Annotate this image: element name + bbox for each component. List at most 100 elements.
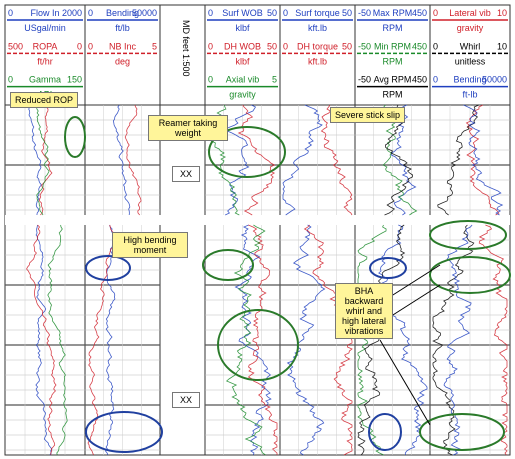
trace bbox=[303, 224, 353, 456]
scale-max: 50000 bbox=[132, 8, 157, 18]
scale-min: 0 bbox=[88, 8, 93, 18]
trace bbox=[382, 104, 418, 216]
scale-min: 0 bbox=[433, 8, 438, 18]
curve-name: ROPA bbox=[33, 41, 58, 51]
scale-min: 500 bbox=[8, 41, 23, 51]
highlight bbox=[85, 255, 131, 281]
trace bbox=[465, 104, 500, 216]
curve-name: Gamma bbox=[29, 75, 61, 85]
annotation: Reduced ROP bbox=[10, 92, 79, 108]
scale-max: 50 bbox=[267, 8, 277, 18]
curve-unit: gravity bbox=[457, 23, 484, 33]
scale-max: 5 bbox=[152, 41, 157, 51]
highlight bbox=[429, 256, 511, 294]
curve-name: DH torque bbox=[297, 41, 338, 51]
scale-max: 50 bbox=[267, 41, 277, 51]
curve-name: Avg RPM bbox=[374, 75, 412, 85]
curve-unit: USgal/min bbox=[24, 23, 66, 33]
trace bbox=[247, 224, 278, 455]
highlight bbox=[369, 257, 407, 279]
scale-min: 0 bbox=[208, 41, 213, 51]
trace bbox=[104, 224, 116, 456]
scale-max: 5 bbox=[272, 75, 277, 85]
curve-unit: kft.lb bbox=[308, 23, 327, 33]
highlight bbox=[368, 413, 402, 451]
curve-unit: kft.lb bbox=[308, 56, 327, 66]
scale-min: 0 bbox=[433, 41, 438, 51]
scale-max: 10 bbox=[497, 41, 507, 51]
scale-min: 0 bbox=[283, 41, 288, 51]
trace bbox=[320, 104, 353, 216]
curve-unit: RPM bbox=[383, 23, 403, 33]
scale-min: 0 bbox=[208, 75, 213, 85]
trace bbox=[282, 104, 323, 216]
trace bbox=[28, 104, 42, 216]
trace bbox=[443, 224, 473, 456]
curve-unit: deg bbox=[115, 56, 130, 66]
curve-name: Flow In bbox=[30, 8, 59, 18]
scale-min: -50 bbox=[358, 41, 371, 51]
depth-label: MD feet 1:500 bbox=[181, 20, 191, 77]
scale-min: 0 bbox=[88, 41, 93, 51]
trace bbox=[225, 224, 266, 456]
curve-name: Whirl bbox=[460, 41, 481, 51]
highlight bbox=[85, 411, 163, 453]
frame bbox=[4, 4, 511, 456]
curve-name: DH WOB bbox=[224, 41, 261, 51]
trace bbox=[224, 104, 257, 216]
trace bbox=[357, 224, 406, 456]
highlight bbox=[429, 220, 507, 250]
curve-unit: klbf bbox=[235, 23, 250, 33]
curve-name: Min RPM bbox=[374, 41, 411, 51]
trace bbox=[124, 104, 142, 216]
scale-max: 10 bbox=[497, 8, 507, 18]
scale-max: 0 bbox=[77, 41, 82, 51]
curve-name: Surf torque bbox=[295, 8, 340, 18]
trace bbox=[112, 104, 131, 216]
trace bbox=[237, 104, 276, 216]
scale-max: 50 bbox=[342, 8, 352, 18]
curve-name: Axial vib bbox=[226, 75, 260, 85]
section-break bbox=[5, 215, 510, 225]
curve-unit: RPM bbox=[383, 90, 403, 100]
highlight bbox=[217, 309, 299, 381]
trace bbox=[384, 104, 414, 216]
trace bbox=[357, 224, 387, 456]
annotation: High bending moment bbox=[112, 232, 188, 258]
curve-unit: ft-lb bbox=[462, 90, 477, 100]
trace bbox=[286, 224, 326, 456]
trace bbox=[378, 224, 428, 456]
curve-name: Bending bbox=[453, 75, 486, 85]
annotation: BHA backward whirl and high lateral vibr… bbox=[335, 283, 393, 339]
curve-unit: ft/lb bbox=[115, 23, 130, 33]
scale-min: 0 bbox=[283, 8, 288, 18]
depth-mark: XX bbox=[172, 166, 200, 182]
annotation: Severe stick slip bbox=[330, 107, 406, 123]
scale-min: -50 bbox=[358, 75, 371, 85]
scale-max: 150 bbox=[67, 75, 82, 85]
scale-min: 0 bbox=[8, 75, 13, 85]
scale-min: 0 bbox=[8, 8, 13, 18]
scale-max: 50000 bbox=[482, 75, 507, 85]
curve-name: Max RPM bbox=[373, 8, 413, 18]
pointer bbox=[379, 339, 431, 426]
trace bbox=[47, 224, 68, 456]
trace bbox=[35, 104, 50, 216]
curve-name: Lateral vib bbox=[449, 8, 491, 18]
curve-unit: RPM bbox=[383, 56, 403, 66]
trace bbox=[432, 224, 475, 456]
trace bbox=[463, 104, 504, 216]
curve-unit: ft/hr bbox=[37, 56, 53, 66]
highlight bbox=[202, 249, 254, 281]
scale-max: 2000 bbox=[62, 8, 82, 18]
curve-unit: unitless bbox=[455, 56, 486, 66]
curve-unit: gravity bbox=[229, 90, 256, 100]
pointer bbox=[384, 284, 441, 321]
trace bbox=[26, 224, 57, 456]
scale-max: 50 bbox=[342, 41, 352, 51]
scale-max: 450 bbox=[412, 75, 427, 85]
scale-max: 450 bbox=[412, 8, 427, 18]
depth-mark: XX bbox=[172, 392, 200, 408]
highlight bbox=[208, 126, 286, 178]
